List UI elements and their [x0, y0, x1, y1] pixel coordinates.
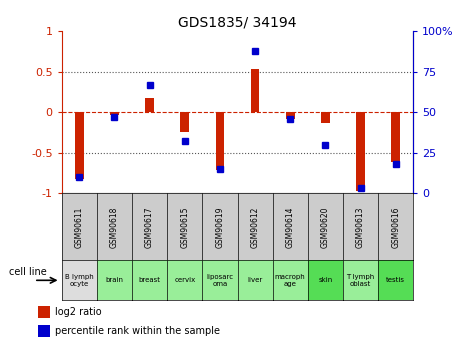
Text: breast: breast [139, 277, 161, 283]
Text: T lymph
oblast: T lymph oblast [346, 274, 375, 287]
Text: GSM90615: GSM90615 [180, 206, 189, 248]
Text: cervix: cervix [174, 277, 195, 283]
Bar [38, 325, 50, 337]
Text: brain: brain [105, 277, 124, 283]
Text: cell line: cell line [9, 267, 47, 277]
Text: liposarc
oma: liposarc oma [206, 274, 234, 287]
Title: GDS1835/ 34194: GDS1835/ 34194 [178, 16, 297, 30]
Bar [180, 112, 189, 132]
Text: GSM90613: GSM90613 [356, 206, 365, 248]
Text: GSM90619: GSM90619 [216, 206, 224, 248]
Bar [251, 69, 259, 112]
Text: log2 ratio: log2 ratio [55, 307, 101, 317]
Text: testis: testis [386, 277, 405, 283]
Text: percentile rank within the sample: percentile rank within the sample [55, 326, 219, 336]
Bar [145, 98, 154, 112]
Bar [75, 112, 84, 179]
Text: liver: liver [247, 277, 263, 283]
Bar [216, 112, 224, 170]
Bar [391, 112, 400, 162]
Text: skin: skin [318, 277, 332, 283]
Text: macroph
age: macroph age [275, 274, 305, 287]
Bar [356, 112, 365, 191]
Text: GSM90616: GSM90616 [391, 206, 400, 248]
Bar [38, 306, 50, 318]
Bar [286, 112, 294, 119]
Text: GSM90614: GSM90614 [286, 206, 294, 248]
Text: GSM90611: GSM90611 [75, 206, 84, 247]
Text: GSM90617: GSM90617 [145, 206, 154, 248]
Text: GSM90620: GSM90620 [321, 206, 330, 248]
Bar [321, 112, 330, 123]
Text: B lymph
ocyte: B lymph ocyte [65, 274, 94, 287]
Text: GSM90612: GSM90612 [251, 206, 259, 247]
Bar [110, 112, 119, 115]
Text: GSM90618: GSM90618 [110, 206, 119, 247]
